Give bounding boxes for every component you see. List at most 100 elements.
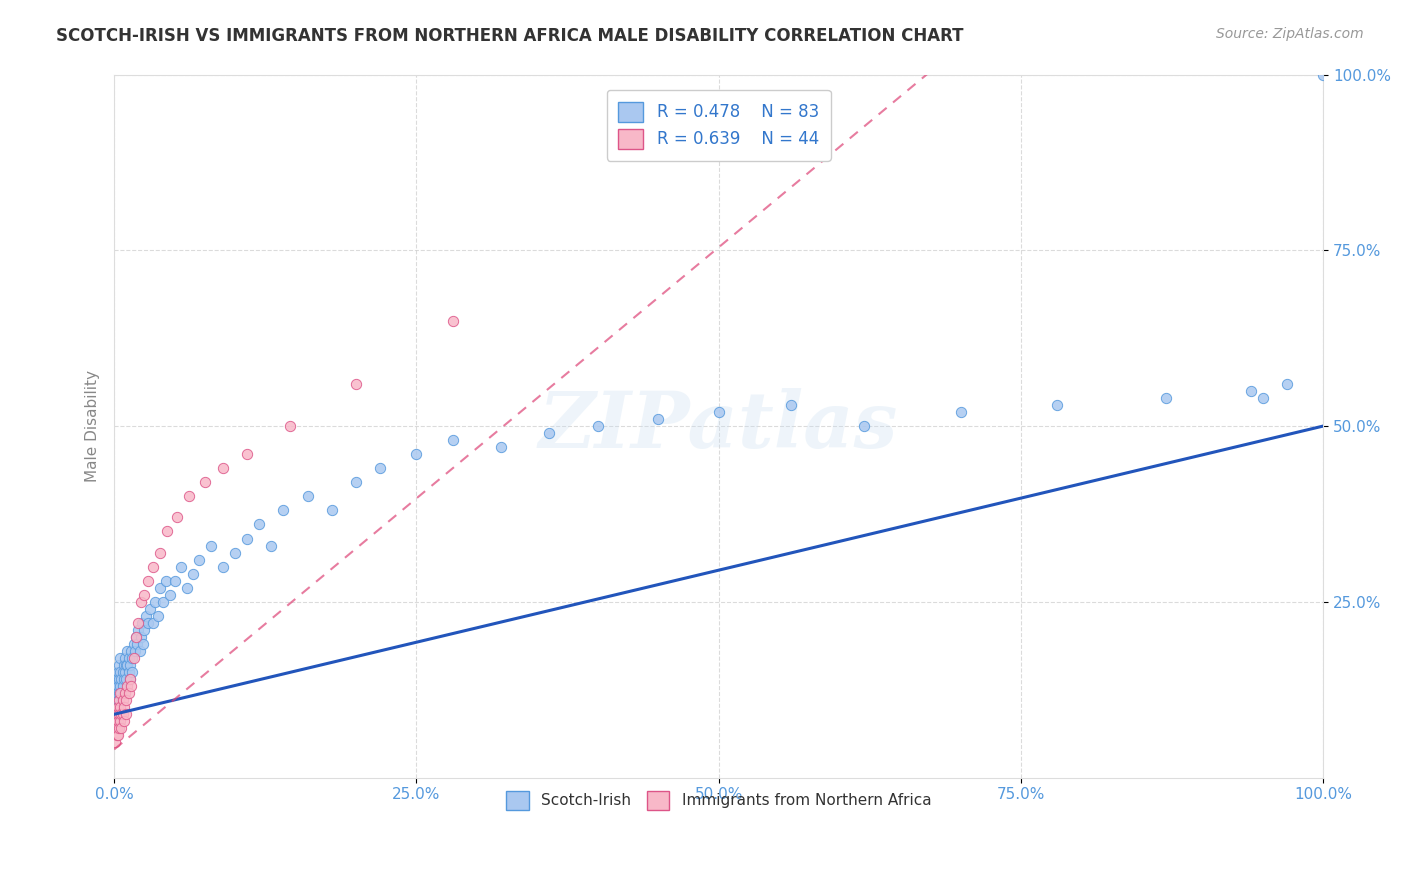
Point <box>273 503 295 517</box>
Point <box>852 419 875 434</box>
Point <box>114 665 136 679</box>
Point <box>136 615 159 630</box>
Point <box>780 398 803 412</box>
Point <box>112 700 135 714</box>
Point <box>127 623 149 637</box>
Point <box>118 658 141 673</box>
Point <box>170 559 193 574</box>
Point <box>1046 398 1069 412</box>
Point <box>105 722 128 736</box>
Point <box>110 714 132 729</box>
Point <box>104 714 127 729</box>
Point <box>489 440 512 454</box>
Point <box>105 707 128 722</box>
Point <box>110 722 132 736</box>
Point <box>142 615 165 630</box>
Point <box>135 608 157 623</box>
Point <box>104 735 127 749</box>
Point <box>149 545 172 559</box>
Point <box>149 581 172 595</box>
Point <box>118 672 141 686</box>
Point <box>131 615 153 630</box>
Point <box>181 566 204 581</box>
Point <box>110 665 132 679</box>
Point <box>114 651 136 665</box>
Point <box>111 693 134 707</box>
Point <box>107 693 129 707</box>
Point <box>117 679 139 693</box>
Point <box>187 552 209 566</box>
Point <box>117 644 139 658</box>
Point <box>108 722 131 736</box>
Point <box>120 644 142 658</box>
Point <box>128 644 150 658</box>
Point <box>441 433 464 447</box>
Text: Source: ZipAtlas.com: Source: ZipAtlas.com <box>1216 27 1364 41</box>
Point <box>127 615 149 630</box>
Point <box>134 588 156 602</box>
Point <box>1154 391 1177 405</box>
Point <box>538 426 561 441</box>
Point <box>108 693 131 707</box>
Point <box>949 405 972 419</box>
Text: ZIPatlas: ZIPatlas <box>538 388 898 465</box>
Point <box>118 665 141 679</box>
Point <box>115 672 138 686</box>
Point <box>112 714 135 729</box>
Point <box>105 728 128 742</box>
Point <box>247 517 270 532</box>
Point <box>155 574 177 588</box>
Point <box>105 672 128 686</box>
Point <box>124 644 146 658</box>
Point <box>108 707 131 722</box>
Point <box>110 686 132 700</box>
Point <box>212 461 235 475</box>
Point <box>122 637 145 651</box>
Point <box>108 672 131 686</box>
Point <box>107 700 129 714</box>
Point <box>142 559 165 574</box>
Point <box>114 686 136 700</box>
Point <box>321 503 343 517</box>
Point <box>194 475 217 490</box>
Point <box>134 623 156 637</box>
Point <box>586 419 609 434</box>
Point <box>707 405 730 419</box>
Point <box>1275 376 1298 391</box>
Point <box>111 707 134 722</box>
Point <box>368 461 391 475</box>
Point <box>117 658 139 673</box>
Point <box>166 510 188 524</box>
Point <box>344 376 367 391</box>
Point <box>176 581 198 595</box>
Point <box>112 672 135 686</box>
Point <box>121 651 143 665</box>
Point <box>1251 391 1274 405</box>
Point <box>120 679 142 693</box>
Point <box>112 658 135 673</box>
Point <box>107 665 129 679</box>
Point <box>108 658 131 673</box>
Legend: Scotch-Irish, Immigrants from Northern Africa: Scotch-Irish, Immigrants from Northern A… <box>501 785 938 815</box>
Point <box>118 672 141 686</box>
Point <box>405 447 427 461</box>
Point <box>647 412 669 426</box>
Point <box>104 679 127 693</box>
Point <box>129 630 152 644</box>
Point <box>121 665 143 679</box>
Point <box>224 545 246 559</box>
Point <box>278 419 301 434</box>
Point <box>110 686 132 700</box>
Point <box>260 539 283 553</box>
Point <box>236 447 259 461</box>
Point <box>212 559 235 574</box>
Point <box>143 595 166 609</box>
Point <box>118 686 141 700</box>
Point <box>115 707 138 722</box>
Point <box>132 637 155 651</box>
Point <box>146 608 169 623</box>
Text: SCOTCH-IRISH VS IMMIGRANTS FROM NORTHERN AFRICA MALE DISABILITY CORRELATION CHAR: SCOTCH-IRISH VS IMMIGRANTS FROM NORTHERN… <box>56 27 963 45</box>
Point <box>110 672 132 686</box>
Point <box>1312 68 1334 82</box>
Point <box>108 686 131 700</box>
